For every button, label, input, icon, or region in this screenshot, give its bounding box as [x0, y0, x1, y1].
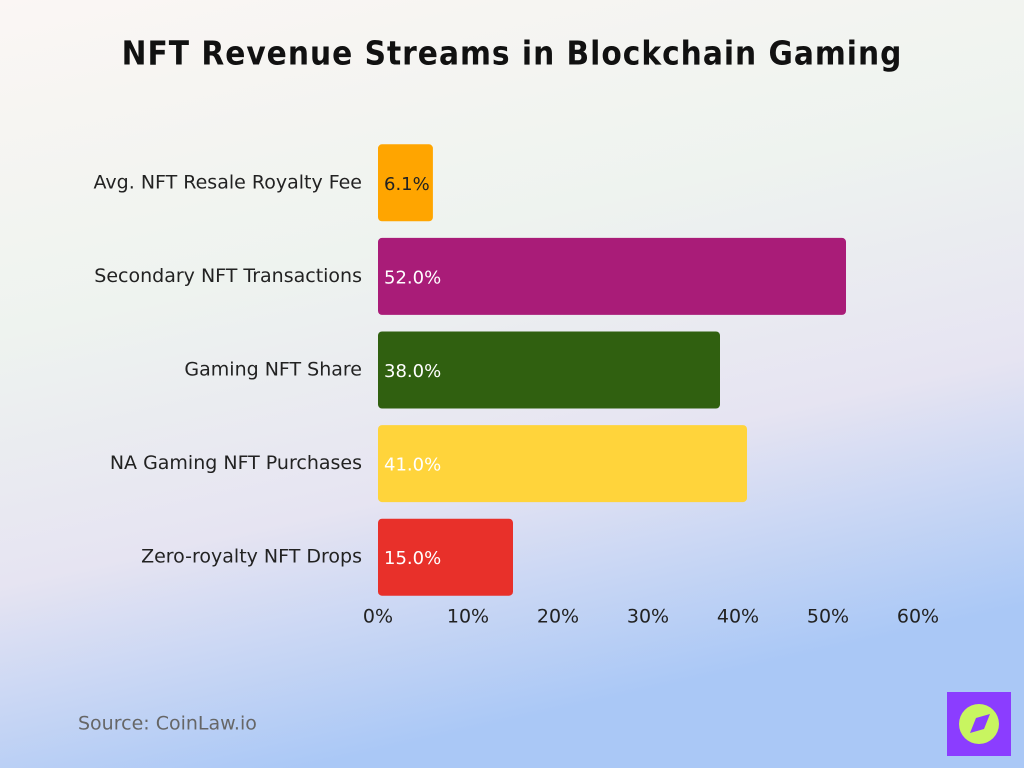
- x-tick-label: 30%: [627, 606, 669, 628]
- bar: [378, 518, 513, 596]
- logo: [947, 692, 1011, 756]
- value-label: 38.0%: [384, 361, 441, 382]
- x-tick-label: 40%: [717, 606, 759, 628]
- chart-title: NFT Revenue Streams in Blockchain Gaming: [122, 34, 903, 73]
- x-tick-label: 20%: [537, 606, 579, 628]
- value-label: 6.1%: [384, 174, 430, 195]
- value-label: 41.0%: [384, 455, 441, 476]
- x-tick-label: 50%: [807, 606, 849, 628]
- value-label: 52.0%: [384, 267, 441, 288]
- bar: [378, 237, 846, 315]
- y-tick-label: Gaming NFT Share: [184, 359, 362, 381]
- y-tick-label: Zero-royalty NFT Drops: [141, 546, 362, 568]
- x-tick-label: 0%: [363, 606, 393, 628]
- bar: [378, 144, 433, 222]
- source: Source: CoinLaw.io: [78, 713, 257, 735]
- x-tick-label: 10%: [447, 606, 489, 628]
- logo-mark: [970, 714, 990, 733]
- bar: [378, 425, 747, 503]
- x-tick-label: 60%: [897, 606, 939, 628]
- value-label: 15.0%: [384, 548, 441, 569]
- y-tick-label: Avg. NFT Resale Royalty Fee: [94, 171, 362, 193]
- y-tick-label: NA Gaming NFT Purchases: [110, 452, 362, 474]
- bar: [378, 331, 720, 409]
- y-tick-label: Secondary NFT Transactions: [94, 265, 362, 287]
